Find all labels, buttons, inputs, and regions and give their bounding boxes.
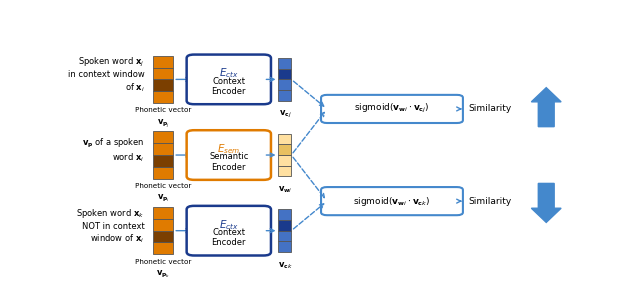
Bar xyxy=(278,58,291,69)
Bar xyxy=(278,69,291,80)
Text: $\mathbf{v}_{\mathbf{p}_i}$: $\mathbf{v}_{\mathbf{p}_i}$ xyxy=(157,193,170,204)
Bar xyxy=(278,166,291,176)
Text: $\mathbf{v}_{\mathbf{w}i}$: $\mathbf{v}_{\mathbf{w}i}$ xyxy=(278,185,292,195)
Bar xyxy=(154,143,173,155)
Bar xyxy=(278,209,291,220)
Bar xyxy=(278,241,291,252)
Polygon shape xyxy=(531,88,561,127)
Bar xyxy=(278,231,291,241)
Bar xyxy=(278,220,291,231)
Text: Context
Encoder: Context Encoder xyxy=(212,228,246,247)
Text: $E_{ctx}$: $E_{ctx}$ xyxy=(219,218,239,232)
Polygon shape xyxy=(531,183,561,222)
Bar xyxy=(278,134,291,144)
Bar xyxy=(154,91,173,103)
Text: $\mathbf{v}_{\mathbf{c}k}$: $\mathbf{v}_{\mathbf{c}k}$ xyxy=(278,260,292,271)
Text: Similarity: Similarity xyxy=(468,104,511,114)
Text: sigmoid($\mathbf{v}_{\mathbf{w}i} \cdot \mathbf{v}_{\mathbf{c}k}$): sigmoid($\mathbf{v}_{\mathbf{w}i} \cdot … xyxy=(353,195,431,208)
Text: $\mathbf{v}_{\mathbf{c}j}$: $\mathbf{v}_{\mathbf{c}j}$ xyxy=(278,109,291,120)
Bar xyxy=(278,155,291,166)
Text: Phonetic vector: Phonetic vector xyxy=(135,107,191,113)
Text: $\mathbf{v}_{\mathbf{p}_j}$: $\mathbf{v}_{\mathbf{p}_j}$ xyxy=(157,117,170,130)
Bar xyxy=(154,219,173,231)
FancyBboxPatch shape xyxy=(187,206,271,255)
Text: Semantic
Encoder: Semantic Encoder xyxy=(209,153,248,172)
Bar xyxy=(154,243,173,254)
Text: $\mathbf{v}_{\mathbf{p}_k}$: $\mathbf{v}_{\mathbf{p}_k}$ xyxy=(156,269,170,280)
Bar xyxy=(278,90,291,101)
FancyBboxPatch shape xyxy=(187,55,271,104)
Bar xyxy=(278,80,291,90)
Text: Context
Encoder: Context Encoder xyxy=(212,77,246,96)
Text: Phonetic vector: Phonetic vector xyxy=(135,258,191,265)
FancyBboxPatch shape xyxy=(187,130,271,180)
Bar xyxy=(154,155,173,167)
Bar xyxy=(154,80,173,91)
Bar xyxy=(154,231,173,243)
Bar xyxy=(154,207,173,219)
Text: Similarity: Similarity xyxy=(468,196,511,206)
FancyBboxPatch shape xyxy=(321,187,463,215)
Text: sigmoid($\mathbf{v}_{\mathbf{w}i} \cdot \mathbf{v}_{\mathbf{c}j}$): sigmoid($\mathbf{v}_{\mathbf{w}i} \cdot … xyxy=(355,103,429,115)
FancyBboxPatch shape xyxy=(321,95,463,123)
Bar xyxy=(154,56,173,68)
Text: $E_{sem}$: $E_{sem}$ xyxy=(217,142,241,156)
Bar xyxy=(154,167,173,179)
Text: Spoken word $\mathbf{x}_k$
NOT in context
window of $\mathbf{x}_i$: Spoken word $\mathbf{x}_k$ NOT in contex… xyxy=(76,207,145,245)
Text: Phonetic vector: Phonetic vector xyxy=(135,183,191,189)
Bar xyxy=(278,144,291,155)
Text: $\mathbf{v}_{\mathbf{p}}$ of a spoken
word $\mathbf{x}_i$: $\mathbf{v}_{\mathbf{p}}$ of a spoken wo… xyxy=(82,137,145,164)
Bar xyxy=(154,131,173,143)
Text: $E_{ctx}$: $E_{ctx}$ xyxy=(219,67,239,80)
Text: Spoken word $\mathbf{x}_j$
in context window
of $\mathbf{x}_i$: Spoken word $\mathbf{x}_j$ in context wi… xyxy=(68,56,145,94)
Bar xyxy=(154,68,173,80)
